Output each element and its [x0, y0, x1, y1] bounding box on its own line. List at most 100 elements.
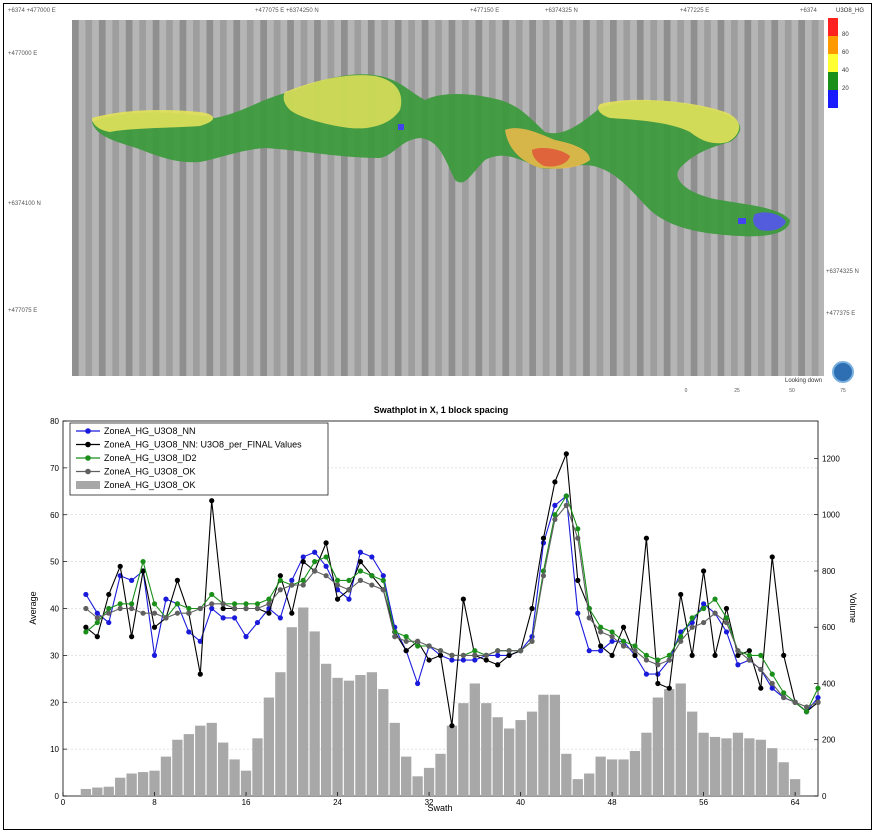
series-point: [83, 629, 89, 635]
section-stripe: [610, 20, 617, 376]
volume-bar: [149, 770, 160, 796]
volume-bar: [218, 742, 229, 796]
series-point: [426, 643, 432, 649]
series-point: [666, 685, 672, 691]
volume-bar: [263, 697, 275, 796]
y2-axis-title: Volume: [848, 593, 858, 623]
x-tick-label: 0: [61, 798, 66, 807]
coord-label-left: +477075 E: [8, 308, 37, 314]
series-point: [106, 591, 112, 598]
series-point: [197, 671, 203, 677]
series-point: [552, 502, 558, 508]
x-tick-label: 32: [425, 798, 434, 807]
x-tick-label: 56: [699, 798, 708, 807]
section-stripe: [408, 20, 415, 376]
series-point: [277, 615, 283, 621]
volume-bar: [423, 767, 435, 796]
series-point: [575, 610, 581, 616]
section-stripe: [112, 20, 120, 376]
series-point: [254, 619, 261, 626]
series-point: [300, 559, 306, 565]
legend-entry: ZoneA_HG_U3O8_ID2: [104, 453, 197, 463]
section-stripe: [556, 20, 563, 376]
chart-legend: ZoneA_HG_U3O8_NN ZoneA_HG_U3O8_NN: U3O8_p…: [69, 422, 329, 496]
series-point: [701, 601, 707, 607]
volume-bars: [80, 607, 801, 796]
scale-tick-label: 75: [840, 388, 846, 394]
volume-bar: [378, 689, 389, 796]
series-point: [632, 643, 638, 649]
y2-tick-label: 0: [822, 792, 827, 801]
series-point: [346, 596, 352, 602]
section-stripe: [744, 20, 752, 376]
series-point: [460, 657, 466, 663]
legend-entry: ZoneA_HG_U3O8_NN: [104, 426, 196, 436]
volume-bar: [446, 725, 458, 796]
series-point: [643, 671, 650, 677]
volume-bar: [435, 753, 446, 796]
section-stripe: [623, 20, 631, 376]
series-point: [620, 638, 627, 644]
series-point: [129, 605, 135, 612]
series-point: [815, 699, 821, 705]
series-point: [174, 610, 180, 616]
series-point: [701, 568, 707, 574]
series-point: [609, 629, 615, 635]
series-point: [723, 619, 730, 626]
series-point: [312, 549, 318, 555]
gridlines: [63, 467, 818, 750]
volume-bar: [652, 697, 663, 796]
section-stripe: [206, 20, 214, 376]
volume-bar: [80, 788, 92, 796]
series-point: [312, 568, 318, 574]
legend-swatch: [828, 72, 838, 90]
x-tick-label: 48: [608, 798, 617, 807]
series-point: [632, 652, 638, 658]
volume-bar: [503, 728, 515, 796]
view-orientation-globe-icon[interactable]: [832, 361, 854, 383]
volume-bar: [320, 663, 332, 796]
series-point: [506, 648, 512, 654]
coord-label-top: +6374 +477000 E: [8, 8, 56, 14]
series-point: [357, 559, 364, 565]
coord-label-top: +477075 E +6374250 N: [255, 8, 319, 14]
y2-tick-label: 400: [822, 679, 836, 688]
series-point: [495, 648, 501, 654]
series-point: [254, 601, 261, 607]
scale-tick-label: 0: [685, 388, 688, 394]
series-point: [655, 671, 661, 677]
y-tick-label: 40: [50, 605, 59, 614]
series-point: [300, 582, 306, 588]
series-point: [266, 601, 272, 607]
series-point: [243, 605, 249, 612]
series-point: [563, 451, 569, 457]
series-point: [655, 657, 661, 663]
series-point: [140, 559, 146, 565]
series-point: [712, 610, 718, 616]
section-stripe: [462, 20, 469, 376]
series-point: [495, 662, 501, 668]
x-tick-label: 24: [333, 798, 342, 807]
legend-bar-swatch: [76, 481, 100, 489]
section-stripe: [421, 20, 429, 376]
section-stripe: [784, 20, 792, 376]
series-point: [426, 657, 432, 663]
section-stripe: [811, 20, 819, 376]
series-point: [769, 685, 775, 691]
series-point: [186, 610, 192, 616]
orebody-blue-zone: [753, 212, 786, 231]
y-tick-label: 80: [50, 417, 59, 426]
series-point: [586, 615, 592, 621]
volume-bar: [172, 739, 183, 796]
series-point: [529, 605, 535, 612]
series-point: [209, 498, 215, 504]
series-point: [609, 652, 615, 658]
section-stripe: [475, 20, 483, 376]
volume-bar: [664, 689, 675, 796]
volume-bar: [755, 739, 766, 796]
series-point: [334, 577, 341, 583]
y2-tick-label: 800: [822, 567, 836, 576]
series-point: [346, 577, 352, 583]
series-point: [334, 596, 341, 602]
section-stripe: [341, 20, 348, 376]
